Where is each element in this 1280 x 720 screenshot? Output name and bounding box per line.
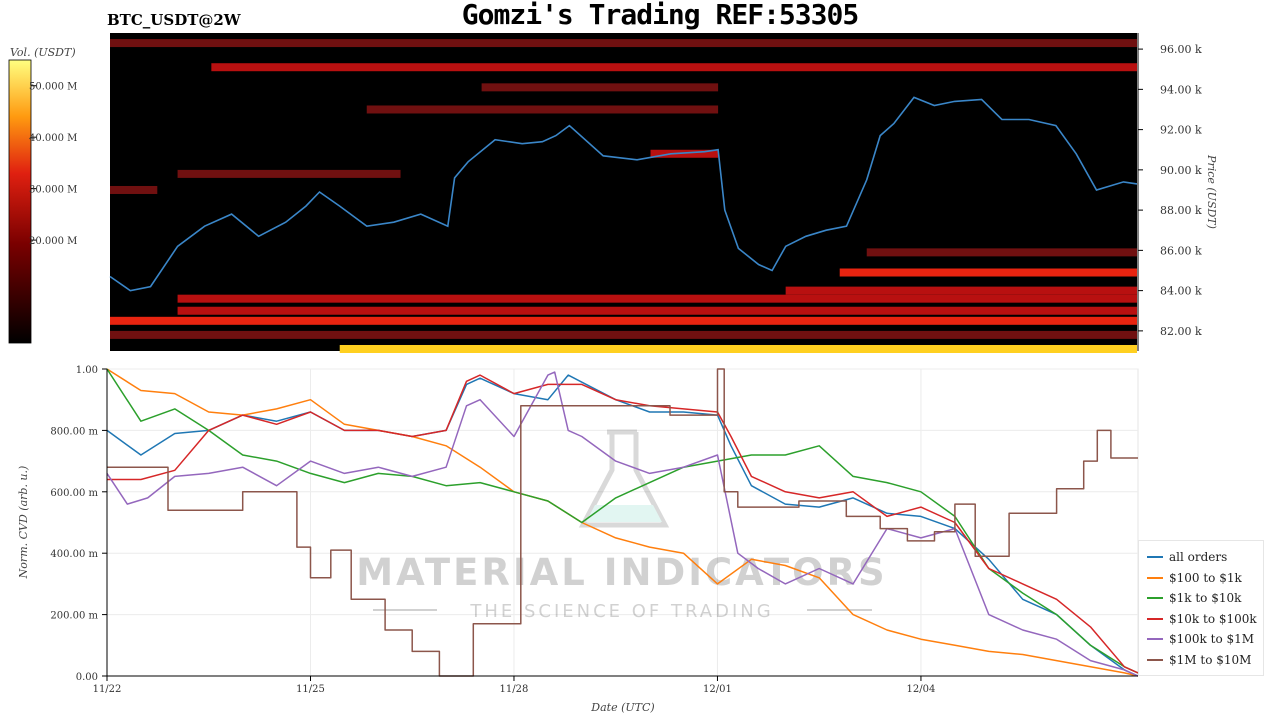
legend-entry[interactable]: $1k to $10k	[1147, 589, 1241, 607]
colorbar	[8, 59, 32, 344]
price-tick-label: 88.00 k	[1160, 204, 1202, 217]
colorbar-tick-label: 40.000 M	[29, 133, 77, 144]
watermark-tagline: THE SCIENCE OF TRADING	[469, 601, 773, 622]
heat-band	[481, 83, 719, 92]
legend-label: $100 to $1k	[1169, 570, 1242, 585]
price-tick-label: 92.00 k	[1160, 124, 1202, 137]
heat-band	[110, 185, 158, 194]
heatmap-background	[110, 33, 1137, 351]
legend-swatch	[1147, 597, 1163, 599]
cvd-y-tick-label: 600.00 m	[50, 488, 98, 499]
legend-entry[interactable]: all orders	[1147, 548, 1227, 566]
flask-liquid-icon	[586, 505, 662, 522]
cvd-y-tick-label: 200.00 m	[50, 611, 98, 622]
price-line	[109, 96, 1138, 292]
heat-band	[211, 63, 1137, 72]
colorbar-label: Vol. (USDT)	[10, 46, 76, 59]
legend-swatch	[1147, 658, 1163, 661]
colorbar-tick-label: 50.000 M	[29, 82, 77, 93]
legend-swatch	[1147, 576, 1163, 579]
cvd-y-tick-label: 800.00 m	[50, 426, 98, 437]
cvd-y-axis-label: Norm. CVD (arb. u.)	[17, 466, 30, 580]
heat-band	[110, 39, 1137, 48]
legend-label: $100k to $1M	[1169, 632, 1255, 646]
heat-band	[839, 268, 1137, 277]
price-tick-label: 94.00 k	[1160, 83, 1202, 96]
cvd-x-tick-label: 12/01	[703, 684, 732, 695]
heat-band	[177, 294, 1137, 303]
chart-title: Gomzi's Trading REF:53305	[461, 0, 859, 31]
cvd-series	[106, 368, 1139, 677]
cvd-x-tick-label: 11/22	[93, 684, 122, 695]
cvd-axes: 0.00 200.00 m 400.00 m 600.00 m 800.00 m 1.00…	[50, 365, 1138, 695]
legend-swatch	[1147, 617, 1163, 620]
heat-band	[110, 330, 1137, 339]
legend-entry[interactable]: $1M to $10M	[1147, 651, 1251, 669]
cvd-x-axis-label: Date (UTC)	[590, 701, 654, 714]
cvd-series-line	[106, 368, 1139, 677]
price-tick-label: 82.00 k	[1160, 325, 1202, 338]
legend-label: $1M to $10M	[1169, 652, 1252, 667]
legend-entry[interactable]: $100k to $1M	[1147, 630, 1254, 648]
colorbar-ticks: 20.000 M 30.000 M 40.000 M 50.000 M	[29, 82, 77, 247]
heat-band	[177, 169, 401, 178]
cvd-y-tick-label: 0.00	[76, 672, 98, 683]
cvd-series-line	[107, 374, 1139, 674]
price-tick-label: 90.00 k	[1160, 164, 1202, 177]
cvd-y-tick-label: 1.00	[76, 365, 98, 376]
legend-label: all orders	[1169, 550, 1228, 564]
price-axis-label: Price (USDT)	[1205, 154, 1218, 229]
cvd-series-line	[107, 368, 1138, 677]
heat-band	[866, 248, 1137, 257]
heatmap-bands	[110, 39, 1137, 353]
price-tick-label: 84.00 k	[1160, 285, 1202, 298]
legend-swatch	[1147, 556, 1163, 558]
cvd-x-tick-label: 11/28	[500, 684, 529, 695]
colorbar-tick-label: 20.000 M	[29, 236, 77, 247]
flask-icon	[578, 429, 670, 528]
legend-label: $1k to $10k	[1169, 591, 1242, 605]
legend-swatch	[1147, 638, 1163, 640]
cvd-x-tick-label: 11/25	[296, 684, 325, 695]
heat-band	[177, 306, 1137, 315]
cvd-x-tick-label: 12/04	[907, 684, 936, 695]
price-tick-label: 96.00 k	[1160, 43, 1202, 56]
cvd-legend: all orders $100 to $1k $1k to $10k $10k to …	[1138, 540, 1264, 676]
legend-entry[interactable]: $10k to $100k	[1147, 610, 1257, 628]
legend-entry[interactable]: $100 to $1k	[1147, 569, 1242, 587]
heat-band	[110, 316, 1137, 325]
heat-band	[339, 344, 1137, 353]
heat-band	[785, 286, 1137, 295]
watermark: MATERIAL INDICATORS THE SCIENCE OF TRADI…	[356, 429, 887, 622]
watermark-brand: MATERIAL INDICATORS	[356, 551, 887, 594]
legend-label: $10k to $100k	[1169, 611, 1257, 626]
pair-label: BTC_USDT@2W	[107, 11, 241, 29]
price-ticks: 82.00 k 84.00 k 86.00 k 88.00 k 90.00 k 92.00…	[1138, 43, 1202, 338]
cvd-y-tick-label: 400.00 m	[50, 549, 98, 560]
colorbar-tick-label: 30.000 M	[29, 185, 77, 196]
heat-band	[366, 105, 719, 114]
price-tick-label: 86.00 k	[1160, 244, 1202, 257]
